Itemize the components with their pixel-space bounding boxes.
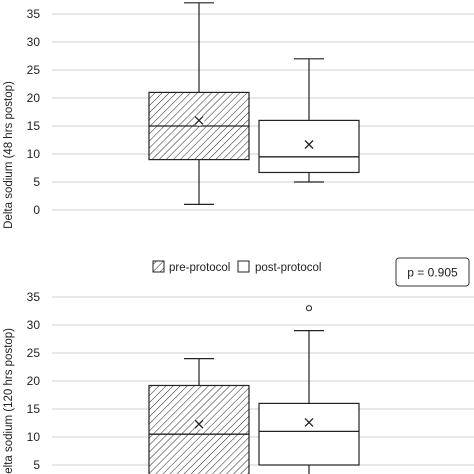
top-ytick-label: 35: [27, 7, 41, 21]
bottom-ytick-label: 25: [27, 346, 41, 360]
bottom-y-axis-label: Delta sodium (120 hrs postop): [3, 328, 15, 474]
top-boxplot-chart: 0 5 10 15 20 25 30 35 Delta sodium (48 hrs posto…: [3, 2, 474, 229]
p-value-frame: [395, 257, 470, 287]
bottom-post-box: [258, 402, 360, 466]
top-ytick-label: 5: [33, 175, 40, 189]
p-value-text: p = 0.905: [407, 266, 458, 280]
bottom-ytick-label: 30: [27, 318, 41, 332]
bottom-ytick-label: 20: [27, 374, 41, 388]
top-ytick-label: 25: [27, 63, 41, 77]
bottom-post-mean-marker: [304, 417, 314, 427]
top-ytick-label: 10: [27, 147, 41, 161]
legend-label-post-protocol: post-protocol: [255, 262, 321, 274]
bottom-ytick-label: 5: [33, 458, 40, 472]
legend-swatch-pre-protocol: [152, 260, 165, 273]
top-ytick-label: 30: [27, 35, 41, 49]
bottom-ytick-label: 10: [27, 430, 41, 444]
bottom-pre-mean-marker: [194, 419, 204, 429]
bottom-ytick-label: 35: [27, 290, 41, 304]
bottom-pre-box: [148, 384, 250, 474]
top-post-box: [258, 119, 360, 174]
top-y-axis-label: Delta sodium (48 hrs postop): [3, 81, 15, 229]
bottom-ytick-label: 15: [27, 402, 41, 416]
top-ytick-label: 0: [33, 203, 40, 217]
top-post-mean-marker: [304, 140, 314, 149]
top-ytick-label: 15: [27, 119, 41, 133]
bottom-post-outlier-point: [305, 305, 313, 312]
top-ytick-label: 20: [27, 91, 41, 105]
bottom-boxplot-chart: 5 10 15 20 25 30 35 Delta sodium (120 hrs posto…: [3, 290, 474, 474]
p-value-box: p = 0.905: [395, 257, 470, 287]
legend-swatch-post-protocol: [237, 260, 250, 273]
top-pre-mean-marker: [194, 115, 204, 125]
legend-label-pre-protocol: pre-protocol: [169, 262, 230, 274]
legend: pre-protocol post-protocol: [152, 260, 321, 274]
